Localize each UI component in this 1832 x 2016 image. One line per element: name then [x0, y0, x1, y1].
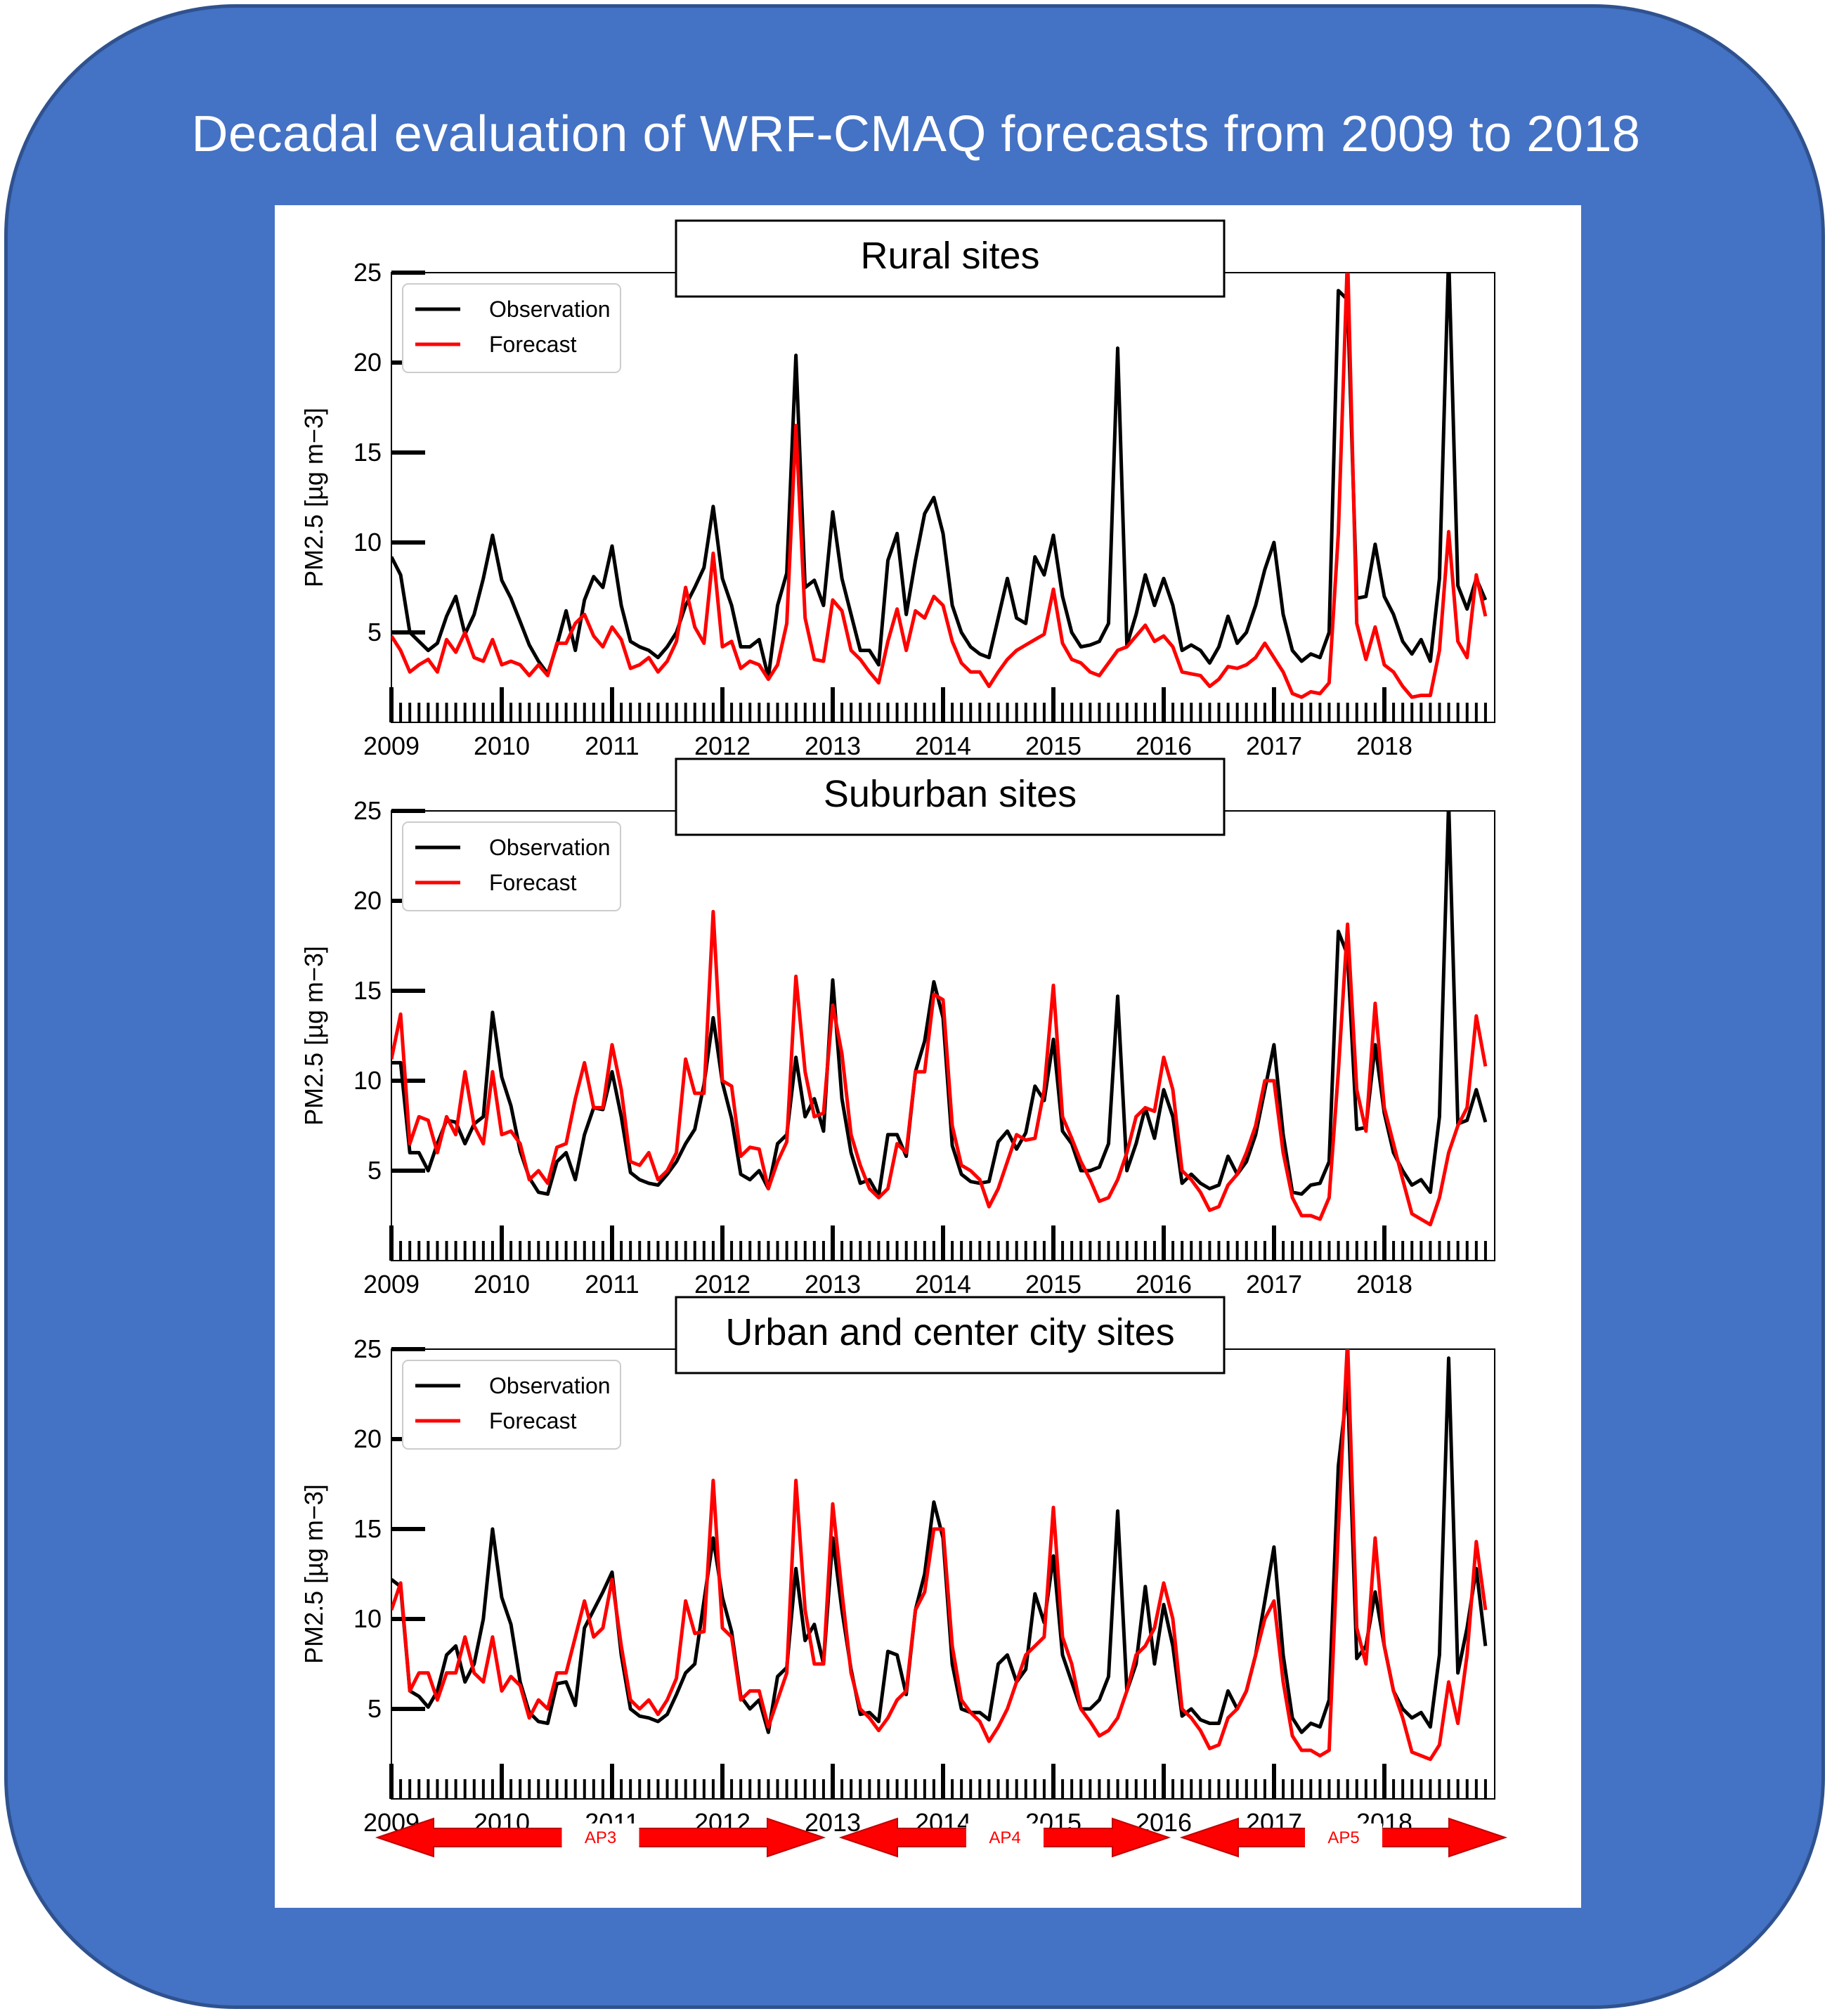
x-tick-label: 2016 [1136, 1270, 1192, 1299]
legend: Observation Forecast [402, 283, 621, 373]
x-tick-label: 2015 [1025, 1270, 1081, 1299]
legend: Observation Forecast [402, 1360, 621, 1450]
y-tick-label: 5 [368, 1156, 382, 1185]
chart-title: Rural sites [860, 235, 1039, 277]
x-tick-label: 2013 [805, 1808, 861, 1837]
legend-label: Observation [489, 1373, 611, 1398]
x-tick-label: 2016 [1136, 731, 1192, 760]
legend-box [402, 283, 621, 373]
arrow-label-bg [966, 1823, 1044, 1852]
legend-label: Forecast [489, 870, 577, 895]
y-tick-label: 15 [353, 1514, 382, 1543]
legend-label: Forecast [489, 332, 577, 357]
y-tick-label: 10 [353, 1604, 382, 1633]
y-axis-label: PM2.5 [µg m−3] [299, 946, 328, 1126]
y-tick-label: 5 [368, 1694, 382, 1723]
y-tick-label: 20 [353, 1424, 382, 1453]
main-title: Decadal evaluation of WRF-CMAQ forecasts… [191, 106, 1641, 162]
x-tick-label: 2017 [1246, 1270, 1302, 1299]
chart-title-box [675, 1296, 1226, 1374]
y-axis-label: PM2.5 [µg m−3] [299, 408, 328, 587]
x-tick-label: 2013 [805, 1270, 861, 1299]
y-tick-label: 25 [353, 258, 382, 287]
period-arrow-ap4: AP4 [838, 1817, 1171, 1858]
x-tick-label: 2015 [1025, 731, 1081, 760]
x-tick-label: 2010 [474, 731, 530, 760]
arrow-label: AP3 [585, 1828, 616, 1847]
legend-label: Forecast [489, 1408, 577, 1433]
legend-box [402, 1360, 621, 1450]
y-axis-label: PM2.5 [µg m−3] [299, 1484, 328, 1664]
y-tick-label: 15 [353, 976, 382, 1005]
series-line-observation [391, 811, 1488, 1198]
legend-label: Observation [489, 297, 611, 322]
y-tick-label: 20 [353, 348, 382, 377]
x-tick-label: 2018 [1356, 1270, 1412, 1299]
period-arrow-ap3: AP3 [375, 1817, 826, 1858]
y-tick-label: 5 [368, 618, 382, 646]
chart-title: Urban and center city sites [725, 1311, 1174, 1353]
y-tick-label: 25 [353, 796, 382, 825]
legend-label: Observation [489, 835, 611, 860]
y-tick-label: 10 [353, 1066, 382, 1095]
y-tick-label: 20 [353, 886, 382, 915]
x-tick-label: 2017 [1246, 731, 1302, 760]
x-tick-label: 2012 [694, 731, 751, 760]
x-tick-label: 2011 [585, 731, 639, 760]
series-line-forecast [391, 273, 1488, 699]
x-tick-label: 2010 [474, 1270, 530, 1299]
x-tick-label: 2014 [915, 731, 971, 760]
chart-2: 5 10 15 20 25 2009 2010 2011 2012 2013 2014 2015 201… [299, 757, 1495, 1299]
x-tick-label: 2011 [585, 1270, 639, 1299]
chart-title: Suburban sites [824, 773, 1077, 815]
x-tick-label: 2009 [363, 731, 420, 760]
legend: Observation Forecast [402, 821, 621, 911]
arrow-label: AP5 [1327, 1828, 1359, 1847]
arrow-label-bg [1305, 1823, 1382, 1852]
x-tick-label: 2012 [694, 1270, 751, 1299]
legend-box [402, 821, 621, 911]
y-tick-label: 25 [353, 1334, 382, 1363]
series-line-observation [391, 1356, 1488, 1734]
series-line-forecast [391, 1349, 1488, 1762]
x-tick-label: 2014 [915, 1270, 971, 1299]
chart-title-box [675, 219, 1226, 298]
chart-title-box [675, 757, 1226, 836]
series-line-observation [391, 273, 1488, 679]
x-tick-label: 2018 [1356, 731, 1412, 760]
chart-1: 5 10 15 20 25 2009 2010 2011 2012 2013 2014 2015 201… [299, 219, 1495, 760]
series-line-forecast [391, 909, 1488, 1227]
arrow-label: AP4 [989, 1828, 1020, 1847]
x-tick-label: 2013 [805, 731, 861, 760]
y-tick-label: 10 [353, 528, 382, 557]
y-tick-label: 15 [353, 438, 382, 467]
arrow-label-bg [561, 1823, 639, 1852]
period-arrow-ap5: AP5 [1179, 1817, 1508, 1858]
x-tick-label: 2009 [363, 1270, 420, 1299]
